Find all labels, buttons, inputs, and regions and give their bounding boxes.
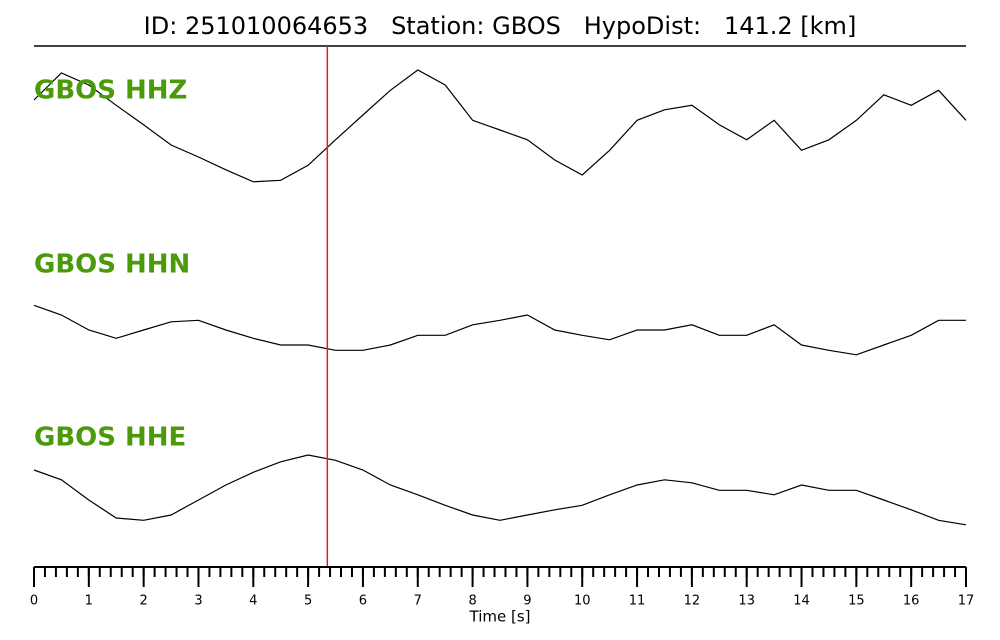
x-tick-label: 6 — [359, 594, 367, 609]
x-tick-label: 2 — [140, 594, 148, 609]
x-tick-label: 0 — [30, 594, 38, 609]
chart-title: ID: 251010064653 Station: GBOS HypoDist:… — [144, 12, 857, 40]
trace — [33, 304, 966, 356]
trace-label: GBOS HHE — [34, 423, 186, 453]
x-tick-label: 3 — [194, 594, 202, 609]
x-tick-label: 12 — [684, 594, 701, 609]
x-tick-label: 15 — [848, 594, 865, 609]
x-tick-label: 9 — [523, 594, 531, 609]
x-tick-label: 1 — [85, 594, 93, 609]
x-tick-label: 4 — [249, 594, 257, 609]
x-tick-label: 16 — [903, 594, 920, 609]
x-tick-label: 7 — [414, 594, 422, 609]
x-tick-label: 5 — [304, 594, 312, 609]
x-tick-label: 10 — [574, 594, 591, 609]
x-tick-label: 14 — [793, 594, 810, 609]
trace — [33, 454, 967, 526]
x-tick-label: 8 — [468, 594, 476, 609]
trace-label: GBOS HHN — [34, 250, 190, 280]
x-tick-label: 17 — [958, 594, 975, 609]
x-tick-label: 11 — [629, 594, 646, 609]
trace-label: GBOS HHZ — [34, 76, 187, 106]
x-tick-label: 13 — [738, 594, 755, 609]
trace — [33, 69, 967, 183]
x-axis-label: Time [s] — [469, 608, 531, 626]
